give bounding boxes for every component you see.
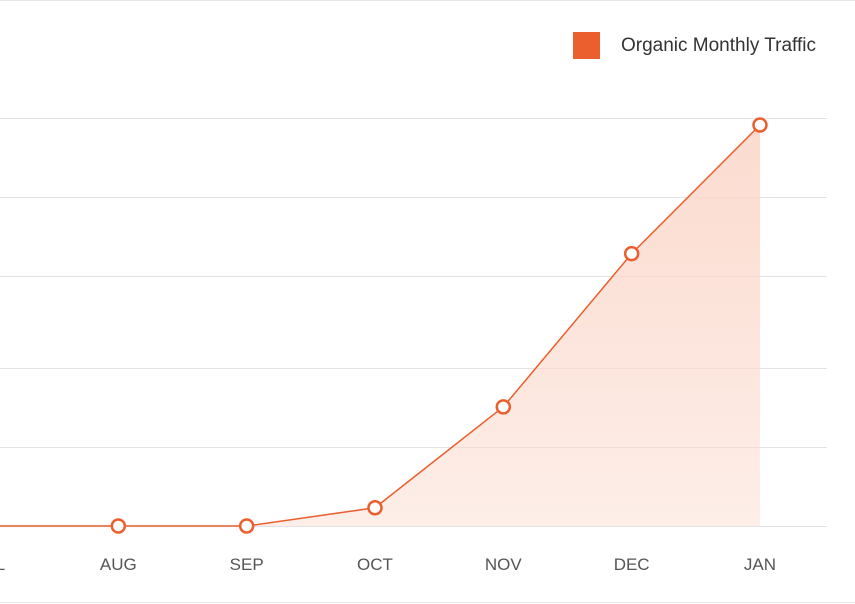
series-area (0, 124, 760, 526)
data-point (367, 499, 383, 516)
x-tick-label: JAN (744, 555, 776, 574)
legend-label: Organic Monthly Traffic (620, 34, 816, 56)
x-tick-label: DEC (614, 555, 650, 574)
data-point (495, 399, 512, 415)
data-point (623, 245, 640, 262)
legend-swatch (572, 32, 600, 59)
data-point (238, 518, 255, 534)
x-tick-label: NOV (485, 555, 523, 574)
x-tick-label: SEP (230, 555, 264, 574)
x-tick-label: OCT (357, 555, 393, 574)
legend[interactable]: Organic Monthly Traffic (572, 32, 816, 59)
data-point (110, 518, 127, 534)
data-point (752, 117, 768, 133)
x-tick-label: AUG (100, 555, 137, 574)
x-tick-label: JUL (0, 555, 5, 574)
